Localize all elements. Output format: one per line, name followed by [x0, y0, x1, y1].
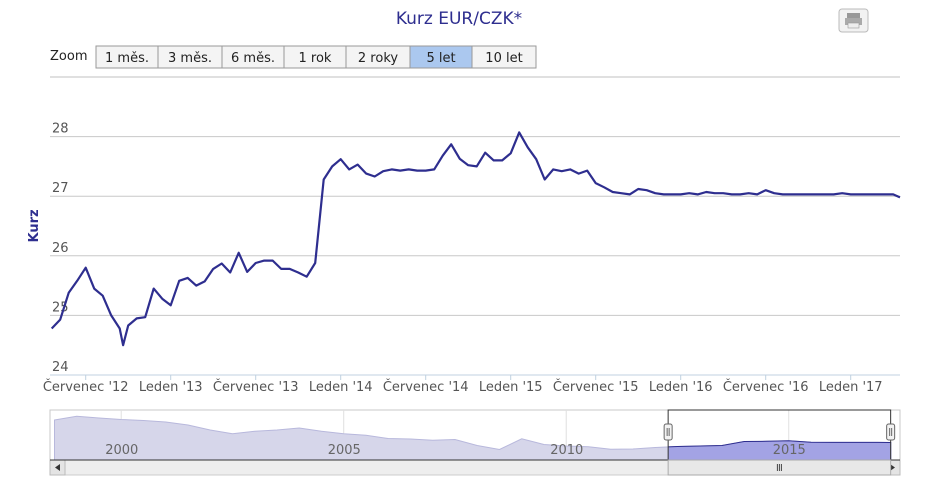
price-line — [50, 131, 901, 347]
zoom-button[interactable]: 1 rok — [283, 45, 347, 69]
zoom-button[interactable]: 2 roky — [345, 45, 411, 69]
zoom-button-label: 3 měs. — [168, 51, 212, 66]
y-axis-title: Kurz — [27, 209, 42, 242]
zoom-button-label: 1 měs. — [105, 51, 149, 66]
zoom-button[interactable]: 1 měs. — [95, 45, 159, 69]
handle-body — [886, 423, 896, 441]
zoom-button-bg — [471, 45, 537, 69]
navigator-tick-label: 2000 — [105, 443, 138, 458]
navigator-tick-label: 2015 — [773, 443, 806, 458]
handle-body — [663, 423, 673, 441]
zoom-button-label: 10 let — [485, 51, 522, 66]
zoom-label: Zoom — [50, 49, 87, 64]
y-tick-label: 24 — [52, 360, 69, 375]
x-tick-label: Leden '17 — [819, 380, 883, 395]
x-tick-label: Leden '14 — [309, 380, 373, 395]
zoom-button[interactable]: 10 let — [471, 45, 537, 69]
zoom-button[interactable]: 6 měs. — [221, 45, 285, 69]
x-tick-label: Červenec '15 — [553, 379, 639, 395]
zoom-button-label: 6 měs. — [231, 51, 275, 66]
y-tick-label: 28 — [52, 122, 69, 137]
zoom-button[interactable]: 5 let — [409, 45, 473, 69]
navigator-area-selected — [668, 440, 891, 460]
x-tick-label: Leden '16 — [649, 380, 713, 395]
x-tick-label: Červenec '16 — [723, 379, 809, 395]
x-tick-label: Červenec '14 — [383, 379, 469, 395]
x-tick-label: Leden '15 — [479, 380, 543, 395]
zoom-button-label: 5 let — [426, 51, 455, 66]
y-tick-label: 27 — [52, 181, 69, 196]
print-button[interactable] — [838, 8, 869, 33]
navigator-handle[interactable] — [663, 423, 673, 441]
navigator-tick-label: 2010 — [550, 443, 583, 458]
x-tick-label: Červenec '12 — [43, 379, 129, 395]
zoom-button[interactable]: 3 měs. — [157, 45, 223, 69]
x-tick-label: Červenec '13 — [213, 379, 299, 395]
navigator-handle[interactable] — [886, 423, 896, 441]
chart-title: Kurz EUR/CZK* — [396, 9, 522, 29]
x-tick-label: Leden '13 — [139, 380, 203, 395]
zoom-button-label: 1 rok — [299, 51, 332, 66]
y-tick-label: 26 — [52, 241, 69, 256]
navigator-outline — [50, 409, 900, 461]
navigator-tick-label: 2005 — [328, 443, 361, 458]
zoom-button-label: 2 roky — [358, 51, 398, 66]
